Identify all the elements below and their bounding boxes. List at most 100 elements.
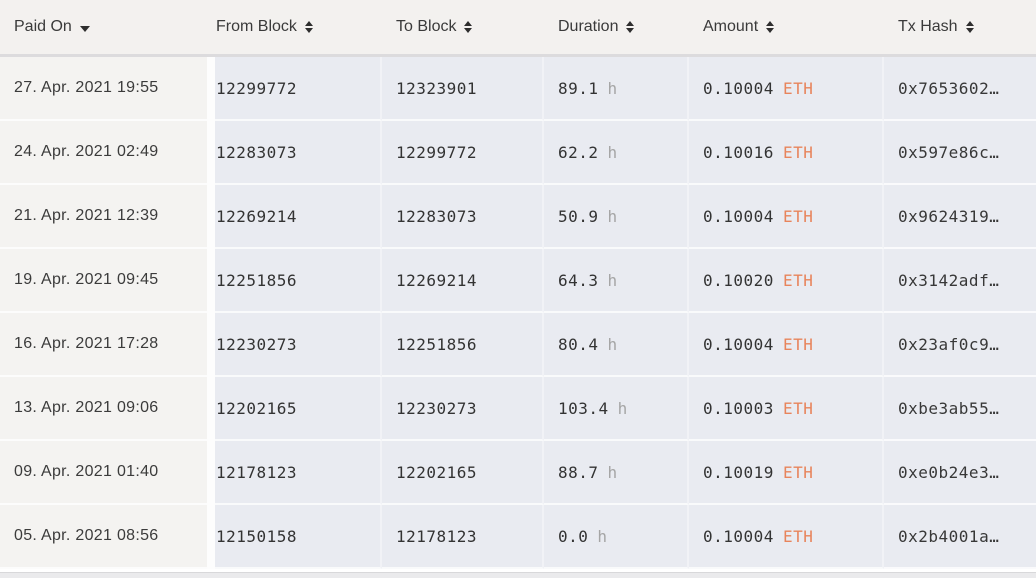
to-block-value: 12178123 [396,526,478,546]
table-body: 27. Apr. 2021 19:55 12299772 12323901 89… [0,57,1036,569]
column-gap [207,121,215,185]
from-block-value: 12269214 [216,206,298,226]
from-block-value: 12251856 [216,270,298,290]
column-header-amount[interactable]: Amount [689,0,884,54]
duration-cell: 0.0 h [544,505,689,569]
sort-icon [626,21,635,33]
tx-hash-link[interactable]: 0x7653602… [898,78,1000,98]
amount-cell: 0.10004 ETH [689,185,884,249]
tx-hash-cell[interactable]: 0xbe3ab55… [884,377,1036,441]
tx-hash-link[interactable]: 0x2b4001a… [898,526,1000,546]
duration-value: 103.4 [558,398,609,418]
duration-value: 62.2 [558,142,599,162]
sort-icon [304,21,313,33]
from-block-cell: 12150158 [215,505,382,569]
column-gap [207,57,215,121]
duration-value: 64.3 [558,270,599,290]
tx-hash-link[interactable]: 0x3142adf… [898,270,1000,290]
from-block-value: 12230273 [216,334,298,354]
payout-row: 13. Apr. 2021 09:06 12202165 12230273 10… [0,377,1036,441]
to-block-value: 12251856 [396,334,478,354]
paid-on-cell: 21. Apr. 2021 12:39 [0,185,207,249]
amount-currency: ETH [782,142,814,162]
amount-currency: ETH [782,78,814,98]
from-block-value: 12299772 [216,78,298,98]
amount-value: 0.10003 [703,398,774,418]
duration-cell: 88.7 h [544,441,689,505]
paid-on-cell: 19. Apr. 2021 09:45 [0,249,207,313]
amount-cell: 0.10003 ETH [689,377,884,441]
tx-hash-cell[interactable]: 0x23af0c9… [884,313,1036,377]
column-header-label: Duration [558,18,619,35]
duration-unit: h [607,334,618,354]
paid-on-cell: 16. Apr. 2021 17:28 [0,313,207,377]
column-gap [207,441,215,505]
column-gap [207,377,215,441]
sort-icon [464,21,473,33]
column-header-label: Paid On [14,18,72,35]
column-header-label: Tx Hash [898,18,958,35]
sort-icon [766,21,775,33]
to-block-cell: 12269214 [382,249,544,313]
tx-hash-link[interactable]: 0x9624319… [898,206,1000,226]
payout-row: 16. Apr. 2021 17:28 12230273 12251856 80… [0,313,1036,377]
tx-hash-cell[interactable]: 0x2b4001a… [884,505,1036,569]
to-block-value: 12269214 [396,270,478,290]
column-header-tx-hash[interactable]: Tx Hash [884,0,1036,54]
to-block-cell: 12251856 [382,313,544,377]
to-block-cell: 12230273 [382,377,544,441]
duration-unit: h [607,142,618,162]
amount-cell: 0.10019 ETH [689,441,884,505]
tx-hash-cell[interactable]: 0x3142adf… [884,249,1036,313]
column-header-to-block[interactable]: To Block [382,0,544,54]
duration-cell: 103.4 h [544,377,689,441]
column-header-from-block[interactable]: From Block [215,0,382,54]
duration-cell: 89.1 h [544,57,689,121]
to-block-value: 12299772 [396,142,478,162]
from-block-value: 12283073 [216,142,298,162]
tx-hash-link[interactable]: 0x23af0c9… [898,334,1000,354]
paid-on-value: 05. Apr. 2021 08:56 [14,527,159,544]
column-gap [207,505,215,569]
amount-currency: ETH [782,462,814,482]
paid-on-value: 19. Apr. 2021 09:45 [14,271,159,288]
paid-on-cell: 09. Apr. 2021 01:40 [0,441,207,505]
to-block-cell: 12323901 [382,57,544,121]
column-gap [207,185,215,249]
tx-hash-cell[interactable]: 0x9624319… [884,185,1036,249]
table-header-row: Paid On From Block To Block Duration Amo… [0,0,1036,57]
tx-hash-link[interactable]: 0x597e86c… [898,142,1000,162]
payout-row: 19. Apr. 2021 09:45 12251856 12269214 64… [0,249,1036,313]
to-block-cell: 12202165 [382,441,544,505]
to-block-cell: 12299772 [382,121,544,185]
from-block-cell: 12202165 [215,377,382,441]
amount-cell: 0.10004 ETH [689,57,884,121]
amount-value: 0.10004 [703,526,774,546]
column-header-label: To Block [396,18,457,35]
from-block-cell: 12230273 [215,313,382,377]
amount-value: 0.10004 [703,206,774,226]
duration-value: 0.0 [558,526,589,546]
duration-value: 80.4 [558,334,599,354]
to-block-cell: 12178123 [382,505,544,569]
tx-hash-cell[interactable]: 0x7653602… [884,57,1036,121]
tx-hash-link[interactable]: 0xe0b24e3… [898,462,1000,482]
tx-hash-link[interactable]: 0xbe3ab55… [898,398,1000,418]
paid-on-value: 21. Apr. 2021 12:39 [14,207,159,224]
amount-value: 0.10019 [703,462,774,482]
amount-currency: ETH [782,270,814,290]
tx-hash-cell[interactable]: 0xe0b24e3… [884,441,1036,505]
duration-unit: h [597,526,608,546]
column-header-duration[interactable]: Duration [544,0,689,54]
duration-value: 88.7 [558,462,599,482]
paid-on-cell: 05. Apr. 2021 08:56 [0,505,207,569]
paid-on-value: 27. Apr. 2021 19:55 [14,79,159,96]
tx-hash-cell[interactable]: 0x597e86c… [884,121,1036,185]
duration-value: 89.1 [558,78,599,98]
amount-currency: ETH [782,398,814,418]
column-header-paid-on[interactable]: Paid On [0,0,215,54]
from-block-cell: 12299772 [215,57,382,121]
sort-desc-icon [79,25,90,32]
amount-currency: ETH [782,206,814,226]
table-bottom-edge [0,572,1036,578]
